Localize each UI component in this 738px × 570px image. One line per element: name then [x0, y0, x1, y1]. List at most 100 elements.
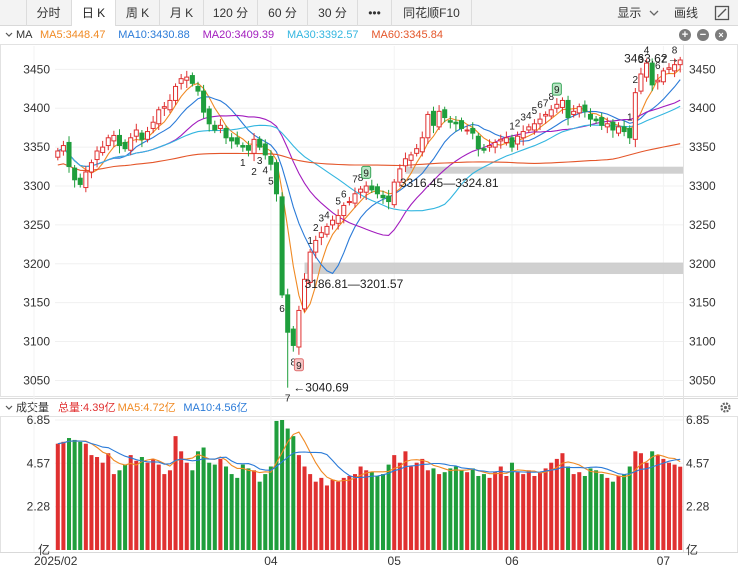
td-count-label: 3 — [638, 55, 644, 66]
candle-body — [330, 219, 336, 226]
td-count-label: 5 — [268, 176, 274, 187]
td-count-label: 6 — [655, 61, 661, 72]
volume-bar — [549, 462, 554, 550]
volume-legend-item-1: MA5:4.72亿 — [117, 402, 176, 414]
volume-bar — [420, 458, 425, 550]
ma-lines — [57, 68, 681, 314]
td-count-label: 7 — [352, 175, 358, 186]
ma-label: MA — [16, 29, 33, 41]
candle-body — [335, 215, 341, 224]
candle-body — [318, 232, 324, 238]
candle-body — [447, 120, 453, 123]
gear-icon[interactable] — [719, 401, 732, 420]
td-count-label: 3 — [319, 213, 325, 224]
volume-bar — [117, 470, 122, 550]
candle-body — [234, 137, 240, 145]
volume-bar — [179, 451, 184, 550]
tab-0[interactable]: 分时 — [26, 0, 72, 26]
volume-bar — [599, 474, 604, 550]
candle-body — [268, 155, 274, 165]
volume-bar — [207, 462, 212, 550]
volume-label: 成交量 — [16, 402, 49, 414]
volume-bar — [201, 447, 206, 550]
candle-body — [240, 145, 246, 148]
volume-bar — [459, 470, 464, 550]
volume-bar — [313, 481, 318, 550]
candle-body — [548, 109, 554, 117]
volume-ma10-line — [57, 440, 681, 479]
volume-tick-right: 4.57 — [686, 456, 710, 470]
volume-bar — [588, 468, 593, 550]
candle-body — [105, 137, 111, 147]
tab-8[interactable]: 同花顺F10 — [392, 0, 472, 26]
candle-body — [582, 104, 588, 112]
candle-body — [128, 137, 134, 151]
candle-body — [285, 294, 291, 333]
volume-tick-left: 2.28 — [27, 500, 51, 514]
volume-bar — [280, 420, 285, 550]
candle-body — [475, 135, 481, 150]
candle-body — [559, 99, 565, 108]
candle-body — [72, 167, 78, 181]
plus-circle-icon[interactable]: + — [679, 29, 691, 41]
ma20-line — [57, 99, 681, 236]
tab-7[interactable]: ••• — [358, 0, 392, 26]
td-count-label: 2 — [251, 167, 257, 178]
candle-body — [363, 185, 369, 193]
tab-5[interactable]: 60 分 — [258, 0, 308, 26]
candle-body — [257, 138, 263, 148]
minus-circle-icon[interactable]: − — [697, 29, 709, 41]
volume-bar — [319, 477, 324, 550]
tab-1[interactable]: 日 K — [72, 0, 116, 26]
ma-legend-item-0: MA5:3448.47 — [40, 29, 106, 41]
volume-bar — [302, 466, 307, 550]
close-circle-icon[interactable]: × — [715, 29, 727, 41]
volume-bar — [582, 475, 587, 550]
x-tick-label: 04 — [264, 554, 278, 568]
candle-body — [273, 162, 280, 195]
tab-divider — [26, 0, 27, 26]
candle-body — [425, 113, 431, 139]
volume-bar — [386, 464, 391, 550]
candle-body — [251, 138, 257, 154]
volume-bar — [229, 474, 234, 550]
candle-body — [346, 201, 352, 204]
volume-bar — [392, 455, 397, 550]
price-tick-right: 3200 — [689, 257, 716, 271]
tab-4[interactable]: 120 分 — [204, 0, 258, 26]
volume-bar — [100, 462, 105, 550]
td-count-label: 6 — [341, 189, 347, 200]
volume-bar — [380, 474, 386, 550]
volume-bar — [257, 481, 262, 550]
volume-collapse-icon[interactable] — [4, 399, 14, 423]
candle-body — [576, 106, 582, 114]
candle-body — [88, 162, 94, 173]
ma-legend-item-4: MA60:3345.84 — [371, 29, 443, 41]
td-count-label: 3 — [520, 112, 526, 123]
candle-body — [666, 67, 672, 70]
volume-bar — [504, 475, 509, 550]
tab-3[interactable]: 月 K — [160, 0, 204, 26]
td-count-label: 6 — [537, 100, 543, 111]
volume-bar — [252, 470, 257, 550]
td-count-label: 1 — [240, 158, 246, 169]
draw-line-button[interactable]: 画线 — [673, 6, 698, 20]
candle-body — [453, 121, 459, 125]
volume-bar — [566, 466, 571, 550]
tab-6[interactable]: 30 分 — [308, 0, 358, 26]
display-menu-button[interactable]: 显示 — [612, 0, 664, 26]
price-tick-left: 3450 — [23, 62, 50, 76]
candle-body — [341, 204, 347, 217]
volume-bar — [498, 466, 503, 550]
ma30-line — [57, 105, 681, 212]
td-nine-badge — [361, 165, 372, 179]
grid — [0, 44, 738, 553]
ma-collapse-icon[interactable] — [4, 26, 14, 50]
tab-2[interactable]: 周 K — [116, 0, 160, 26]
volume-bar — [167, 470, 172, 550]
td-count-label: 1 — [509, 122, 515, 133]
volume-bar — [162, 474, 167, 550]
volume-bar — [610, 481, 615, 550]
fullscreen-icon[interactable] — [714, 5, 730, 21]
